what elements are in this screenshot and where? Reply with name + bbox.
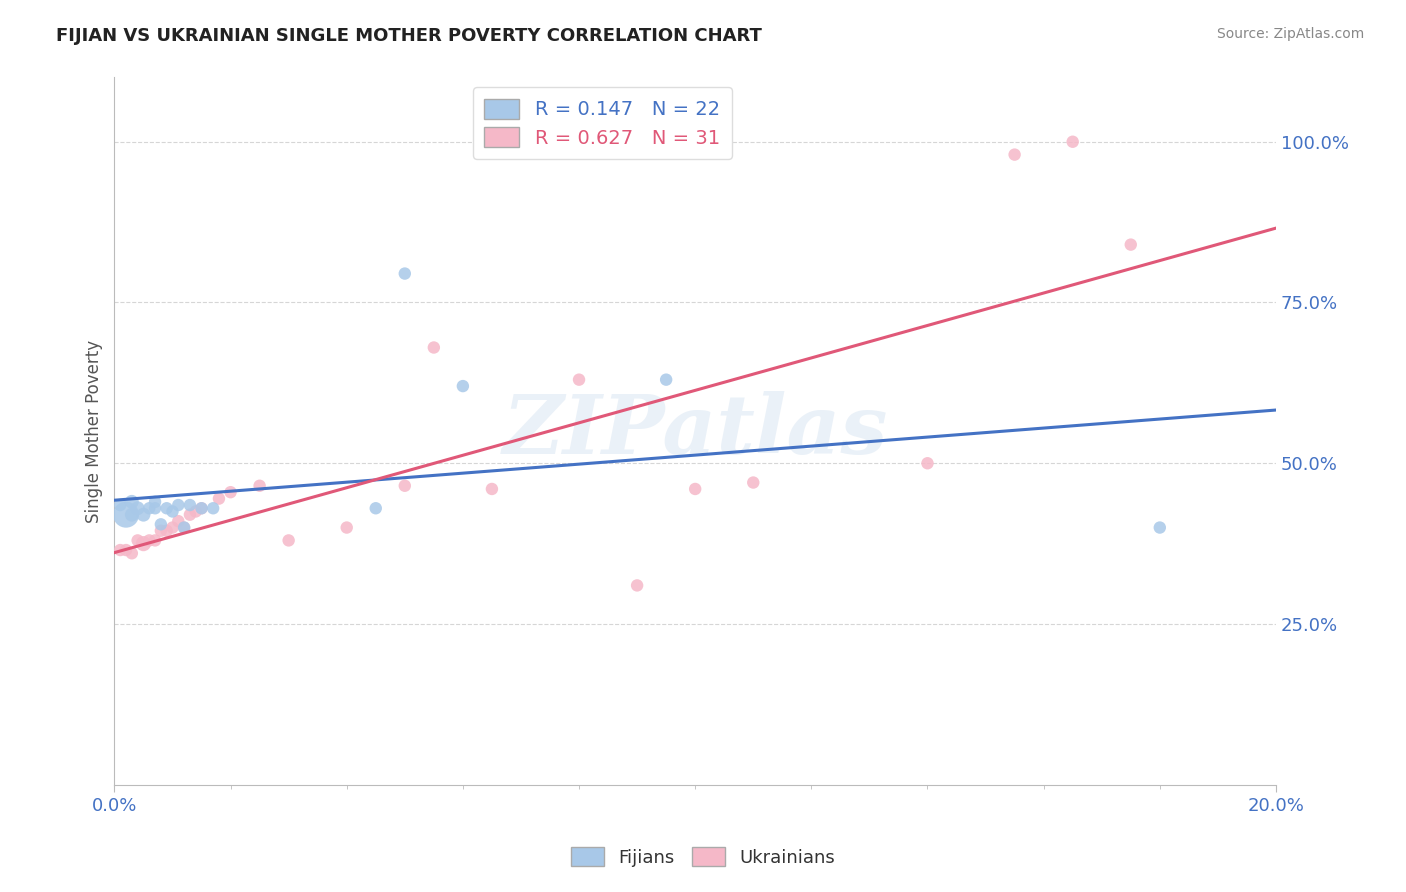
Point bbox=[173, 520, 195, 534]
Point bbox=[115, 508, 138, 522]
Point bbox=[143, 501, 166, 516]
Point bbox=[184, 504, 207, 518]
Point bbox=[149, 524, 172, 538]
Point bbox=[1004, 147, 1026, 161]
Point bbox=[156, 501, 179, 516]
Point bbox=[132, 536, 155, 550]
Point bbox=[1119, 237, 1142, 252]
Point bbox=[127, 533, 149, 548]
Legend: R = 0.147   N = 22, R = 0.627   N = 31: R = 0.147 N = 22, R = 0.627 N = 31 bbox=[472, 87, 731, 160]
Point bbox=[208, 491, 231, 506]
Point bbox=[481, 482, 503, 496]
Point bbox=[162, 520, 184, 534]
Point bbox=[190, 501, 212, 516]
Point bbox=[364, 501, 387, 516]
Point bbox=[683, 482, 706, 496]
Point bbox=[138, 501, 160, 516]
Point bbox=[277, 533, 299, 548]
Point bbox=[568, 373, 591, 387]
Point bbox=[127, 501, 149, 516]
Point bbox=[138, 533, 160, 548]
Point bbox=[121, 495, 143, 509]
Point bbox=[394, 479, 416, 493]
Point bbox=[179, 508, 201, 522]
Point bbox=[173, 520, 195, 534]
Legend: Fijians, Ukrainians: Fijians, Ukrainians bbox=[564, 840, 842, 874]
Point bbox=[143, 495, 166, 509]
Point bbox=[143, 533, 166, 548]
Point bbox=[149, 517, 172, 532]
Point bbox=[121, 508, 143, 522]
Text: Source: ZipAtlas.com: Source: ZipAtlas.com bbox=[1216, 27, 1364, 41]
Point bbox=[249, 479, 271, 493]
Point bbox=[336, 520, 359, 534]
Point bbox=[451, 379, 474, 393]
Point bbox=[394, 267, 416, 281]
Point bbox=[219, 485, 242, 500]
Point bbox=[162, 504, 184, 518]
Point bbox=[1062, 135, 1084, 149]
Y-axis label: Single Mother Poverty: Single Mother Poverty bbox=[86, 340, 103, 523]
Point bbox=[179, 498, 201, 512]
Point bbox=[115, 543, 138, 558]
Point bbox=[742, 475, 765, 490]
Point bbox=[190, 501, 212, 516]
Text: ZIPatlas: ZIPatlas bbox=[502, 391, 889, 471]
Point bbox=[121, 546, 143, 560]
Point bbox=[110, 498, 132, 512]
Point bbox=[110, 543, 132, 558]
Point bbox=[156, 524, 179, 538]
Point bbox=[202, 501, 225, 516]
Point bbox=[1149, 520, 1171, 534]
Point bbox=[167, 498, 190, 512]
Point bbox=[423, 341, 446, 355]
Point bbox=[132, 508, 155, 522]
Point bbox=[167, 514, 190, 528]
Point bbox=[626, 578, 648, 592]
Point bbox=[655, 373, 678, 387]
Text: FIJIAN VS UKRAINIAN SINGLE MOTHER POVERTY CORRELATION CHART: FIJIAN VS UKRAINIAN SINGLE MOTHER POVERT… bbox=[56, 27, 762, 45]
Point bbox=[917, 456, 939, 470]
